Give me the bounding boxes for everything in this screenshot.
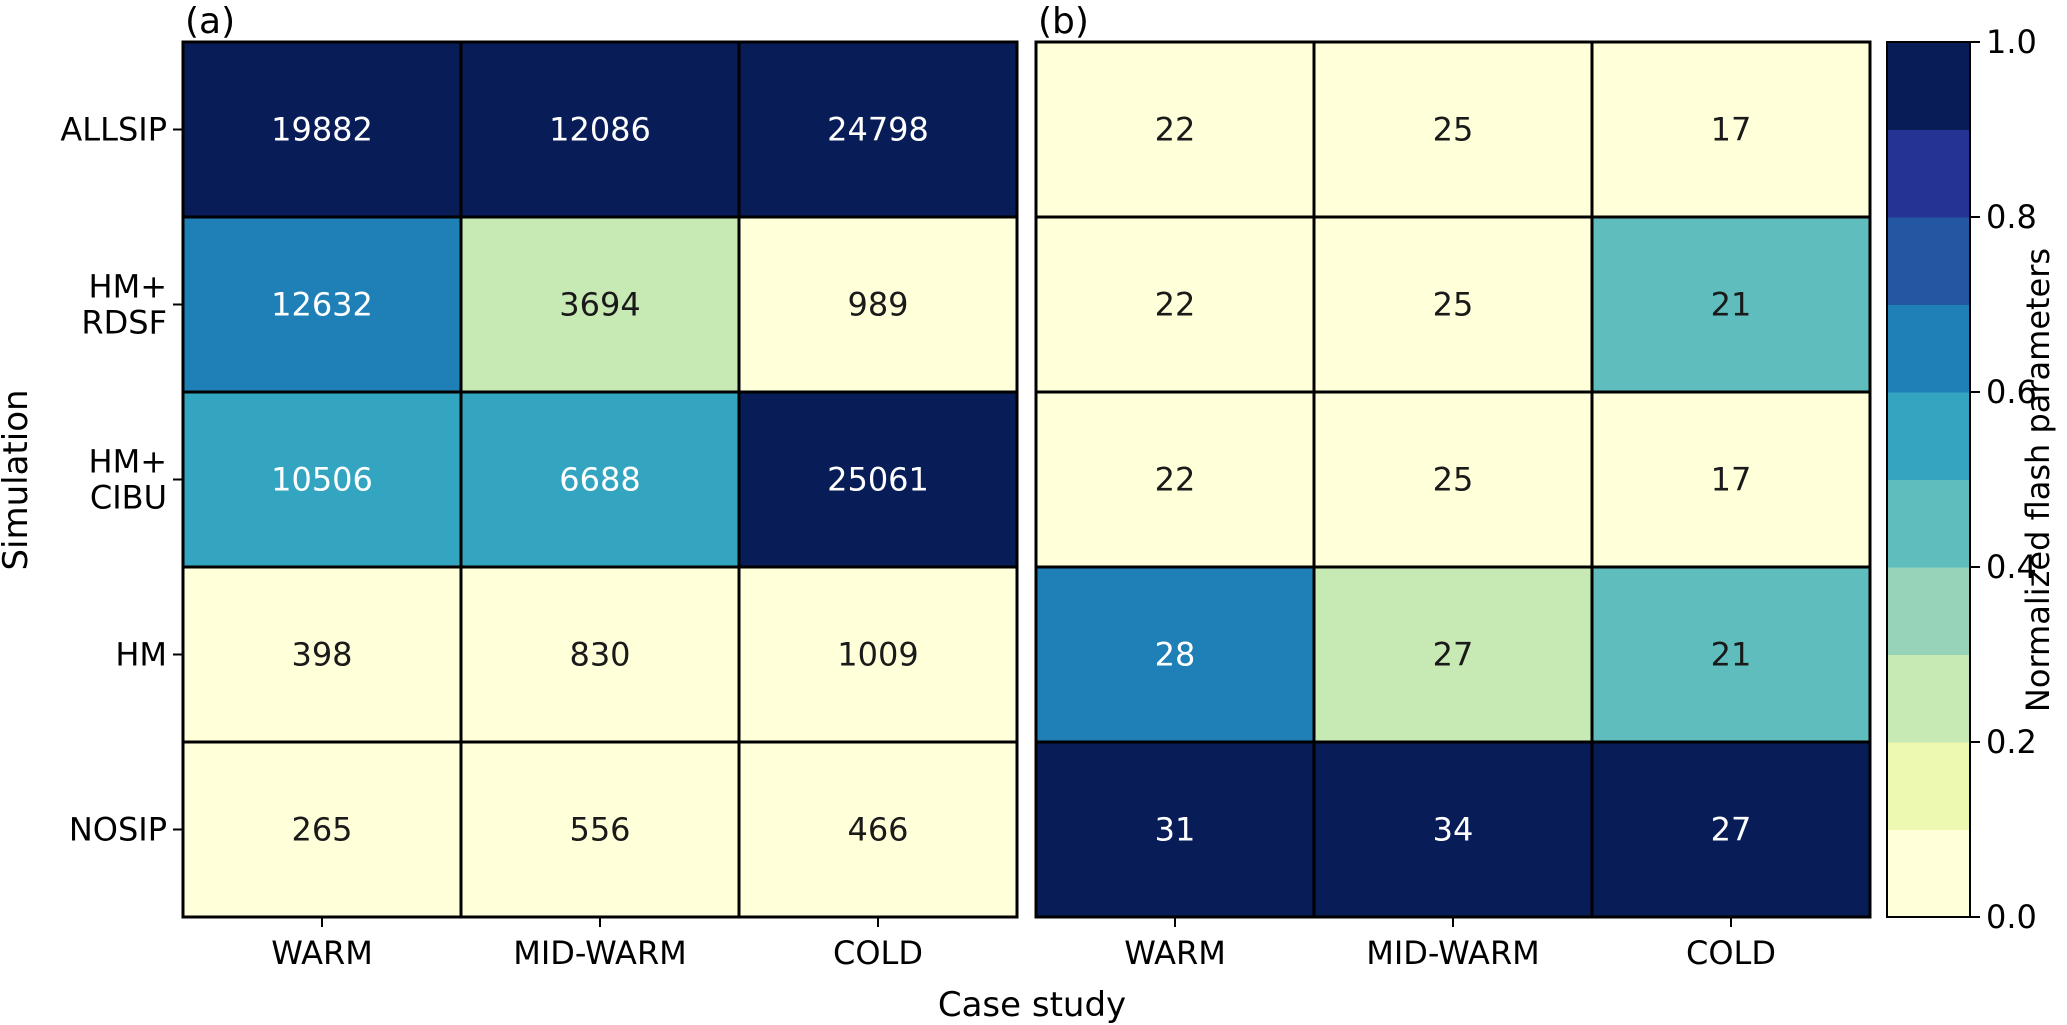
cell-value-label: 19882 xyxy=(271,111,373,149)
cell-value-label: 17 xyxy=(1711,111,1752,149)
cell-value-label: 25061 xyxy=(827,461,929,499)
heatmap-cell xyxy=(459,40,741,219)
cell-value-label: 21 xyxy=(1711,636,1752,674)
cell-value-label: 556 xyxy=(569,811,630,849)
colorbar-bin xyxy=(1887,742,1970,830)
heatmap-cell xyxy=(1312,215,1594,394)
cell-value-label: 10506 xyxy=(271,461,373,499)
y-tick-label: RDSF xyxy=(81,304,167,342)
cell-value-label: 830 xyxy=(569,636,630,674)
y-tick-label: NOSIP xyxy=(69,811,167,849)
heatmap-cell xyxy=(1312,740,1594,919)
cell-value-label: 27 xyxy=(1433,636,1474,674)
colorbar-tick-label: 0.6 xyxy=(1986,373,2037,411)
heatmap-cell xyxy=(1034,740,1316,919)
cell-value-label: 398 xyxy=(291,636,352,674)
cell-value-label: 31 xyxy=(1155,811,1196,849)
colorbar-bin xyxy=(1887,304,1970,393)
cell-value-label: 25 xyxy=(1433,461,1474,499)
x-tick-label: MID-WARM xyxy=(1366,934,1540,972)
cell-value-label: 466 xyxy=(847,811,908,849)
heatmap-cell xyxy=(181,40,463,219)
x-tick-label: COLD xyxy=(1686,934,1776,972)
colorbar-bin xyxy=(1887,42,1970,130)
heatmap-cell xyxy=(1312,390,1594,569)
colorbar-tick-label: 0.0 xyxy=(1986,898,2037,936)
cell-value-label: 21 xyxy=(1711,286,1752,324)
heatmap-cell xyxy=(1590,565,1872,744)
heatmap-cell xyxy=(1312,40,1594,219)
x-axis-title: Case study xyxy=(938,985,1126,1025)
heatmap-cell xyxy=(1034,40,1316,219)
colorbar-bin xyxy=(1887,567,1970,655)
colorbar-tick-label: 0.8 xyxy=(1986,198,2037,236)
heatmap-cell xyxy=(181,215,463,394)
cell-value-label: 265 xyxy=(291,811,352,849)
colorbar-bin xyxy=(1887,217,1970,305)
y-tick-label: CIBU xyxy=(90,479,167,517)
colorbar-tick-label: 0.2 xyxy=(1986,723,2037,761)
x-tick-label: WARM xyxy=(271,934,373,972)
cell-value-label: 25 xyxy=(1433,111,1474,149)
cell-value-label: 22 xyxy=(1155,461,1196,499)
y-tick-label: ALLSIP xyxy=(60,111,167,149)
colorbar-bin xyxy=(1887,129,1970,218)
heatmap-cell xyxy=(1034,565,1316,744)
colorbar-bin xyxy=(1887,829,1970,918)
heatmap-cell xyxy=(737,215,1019,394)
heatmap-cell xyxy=(1590,40,1872,219)
cell-value-label: 22 xyxy=(1155,111,1196,149)
x-tick-label: MID-WARM xyxy=(513,934,687,972)
cell-value-label: 24798 xyxy=(827,111,929,149)
colorbar-frame xyxy=(1886,41,1971,918)
heatmap-cell xyxy=(737,565,1019,744)
colorbar-bin xyxy=(1887,654,1970,743)
heatmap-cell xyxy=(459,390,741,569)
heatmap-cell xyxy=(181,565,463,744)
colorbar-tick-label: 1.0 xyxy=(1986,23,2037,61)
x-tick-label: COLD xyxy=(833,934,923,972)
heatmap-cell xyxy=(1590,215,1872,394)
cell-value-label: 989 xyxy=(847,286,908,324)
cell-value-label: 12086 xyxy=(549,111,651,149)
y-tick-label: HM+ xyxy=(89,268,167,306)
cell-value-label: 1009 xyxy=(837,636,918,674)
cell-value-label: 17 xyxy=(1711,461,1752,499)
colorbar-title: Normalized flash parameters xyxy=(2019,248,2057,712)
cell-value-label: 34 xyxy=(1433,811,1474,849)
cell-value-label: 27 xyxy=(1711,811,1752,849)
panel-label: (b) xyxy=(1038,1,1089,42)
colorbar-bin xyxy=(1887,392,1970,480)
y-tick-label: HM+ xyxy=(89,443,167,481)
cell-value-label: 12632 xyxy=(271,286,373,324)
y-tick-label: HM xyxy=(115,636,167,674)
heatmap-cell xyxy=(1312,565,1594,744)
cell-value-label: 6688 xyxy=(559,461,640,499)
x-tick-label: WARM xyxy=(1124,934,1226,972)
colorbar-bin xyxy=(1887,479,1970,568)
cell-value-label: 25 xyxy=(1433,286,1474,324)
cell-value-label: 22 xyxy=(1155,286,1196,324)
panel-label: (a) xyxy=(185,1,235,42)
heatmap-cell xyxy=(1590,390,1872,569)
colorbar-tick-label: 0.4 xyxy=(1986,548,2037,586)
heatmap-cell xyxy=(459,740,741,919)
y-axis-title: Simulation xyxy=(0,389,36,570)
heatmap-cell xyxy=(1034,215,1316,394)
cell-value-label: 3694 xyxy=(559,286,640,324)
cell-value-label: 28 xyxy=(1155,636,1196,674)
